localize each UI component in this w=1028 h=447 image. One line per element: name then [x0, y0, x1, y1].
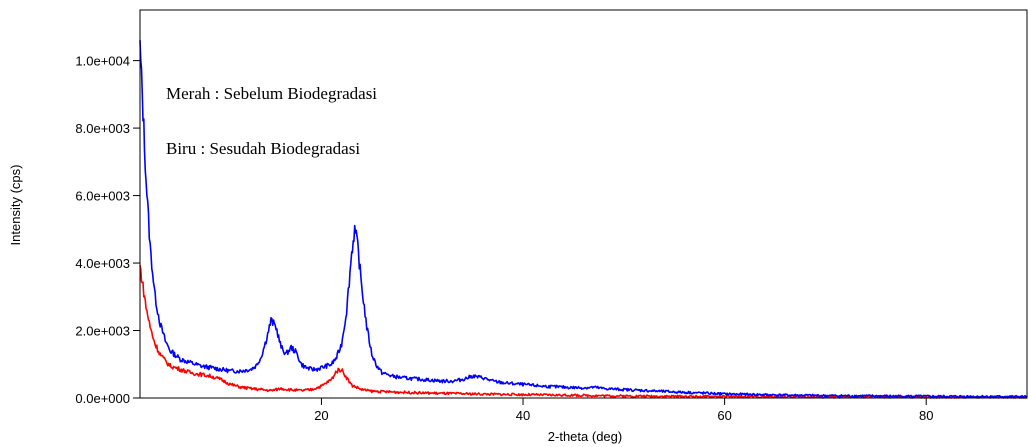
plot-lines [139, 40, 1028, 399]
x-axis-title: 2-theta (deg) [548, 429, 622, 444]
y-tick-label: 8.0e+003 [75, 121, 130, 136]
series-line-red [139, 265, 1028, 399]
x-tick-label: 20 [314, 408, 328, 423]
y-tick-label: 1.0e+004 [75, 54, 130, 69]
x-tick-label: 40 [516, 408, 530, 423]
y-tick-label: 2.0e+003 [75, 324, 130, 339]
annotation-merah: Merah : Sebelum Biodegradasi [166, 84, 377, 103]
series-line-blue [139, 40, 1028, 399]
y-tick-label: 6.0e+003 [75, 189, 130, 204]
plot-frame [139, 9, 1028, 399]
axis-ticks: 0.0e+000 2.0e+003 4.0e+003 6.0e+003 8.0e+003… [75, 54, 933, 423]
y-tick-label: 0.0e+000 [75, 391, 130, 406]
x-tick-label: 60 [717, 408, 731, 423]
y-tick-label: 4.0e+003 [75, 256, 130, 271]
annotation-biru: Biru : Sesudah Biodegradasi [166, 139, 360, 158]
y-axis-title: Intensity (cps) [8, 165, 23, 246]
x-tick-label: 80 [919, 408, 933, 423]
